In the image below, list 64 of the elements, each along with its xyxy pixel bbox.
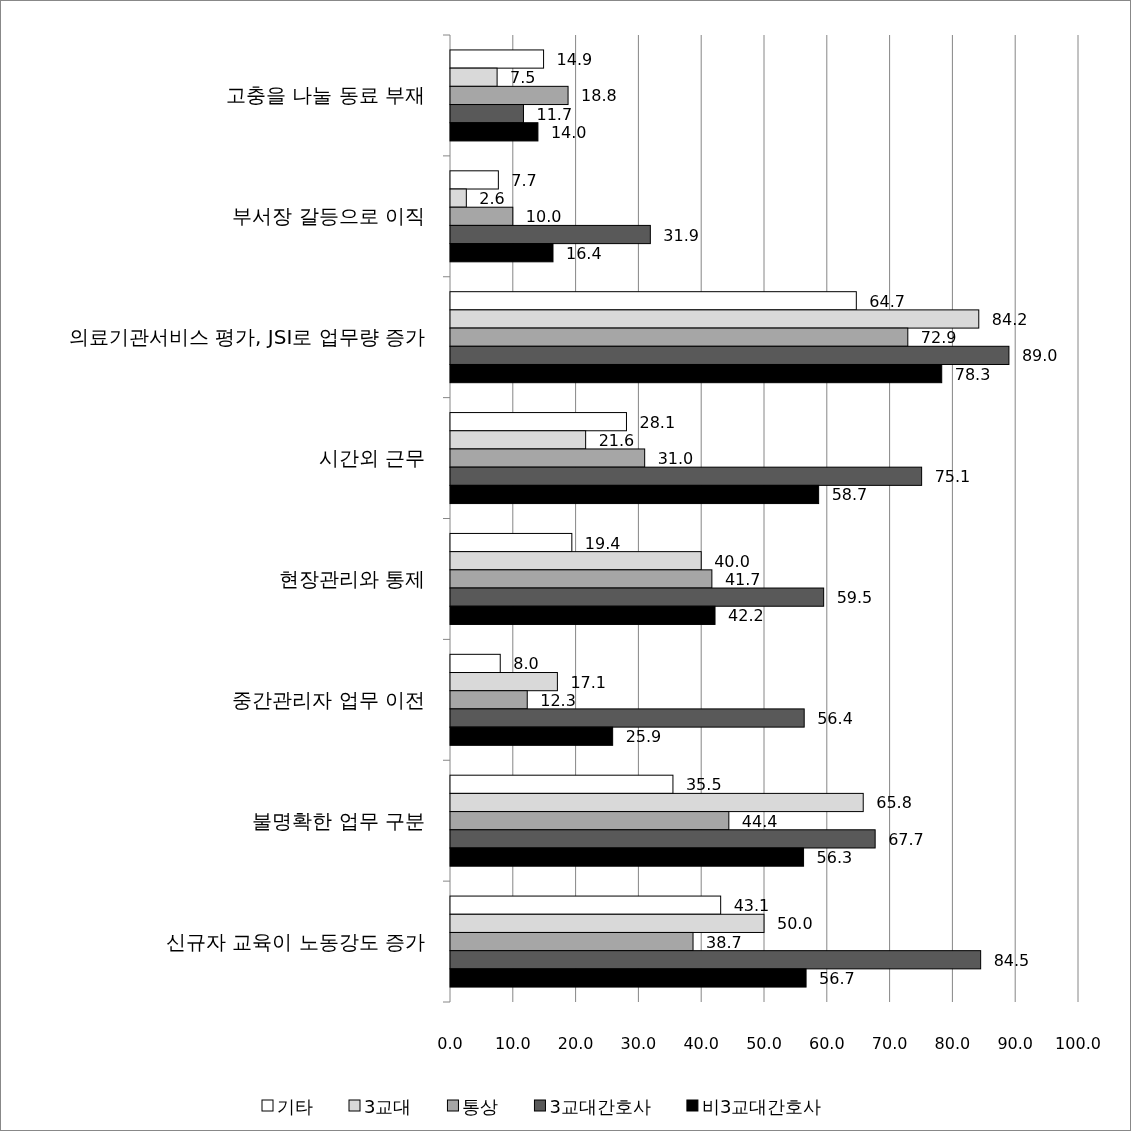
data-label: 65.8 bbox=[876, 793, 912, 813]
data-label: 19.4 bbox=[584, 533, 621, 553]
y-tick-label: 불명확한 업무 구분 bbox=[252, 808, 425, 833]
data-label: 72.9 bbox=[920, 328, 957, 348]
data-label: 14.9 bbox=[556, 50, 593, 70]
legend-label: 3교대간호사 bbox=[549, 1096, 651, 1117]
data-label: 67.7 bbox=[888, 829, 924, 849]
data-label: 16.4 bbox=[565, 243, 602, 263]
data-label: 31.9 bbox=[663, 225, 699, 245]
data-label: 89.0 bbox=[1021, 346, 1058, 366]
data-label: 59.5 bbox=[836, 588, 873, 608]
y-tick-label: 중간관리자 업무 이전 bbox=[232, 687, 425, 712]
data-label: 7.7 bbox=[511, 170, 537, 190]
legend-label: 비3교대간호사 bbox=[701, 1096, 822, 1117]
legend-label: 통상 bbox=[462, 1096, 499, 1117]
data-label: 7.5 bbox=[510, 68, 536, 88]
data-label: 78.3 bbox=[954, 364, 991, 384]
data-label: 18.8 bbox=[581, 86, 617, 106]
x-tick-label: 20.0 bbox=[557, 1034, 594, 1053]
data-label: 56.4 bbox=[817, 709, 853, 729]
x-tick-label: 70.0 bbox=[871, 1034, 908, 1053]
data-label: 42.2 bbox=[728, 606, 764, 626]
y-tick-label: 의료기관서비스 평가, JSI로 업무량 증가 bbox=[68, 325, 425, 350]
data-label: 2.6 bbox=[479, 189, 505, 209]
data-label: 12.3 bbox=[540, 690, 576, 710]
data-label: 28.1 bbox=[639, 412, 676, 432]
data-label: 10.0 bbox=[525, 207, 562, 227]
data-label: 41.7 bbox=[724, 569, 761, 589]
x-tick-label: 80.0 bbox=[934, 1034, 971, 1053]
data-label: 84.5 bbox=[993, 950, 1030, 970]
x-tick-label: 40.0 bbox=[683, 1034, 720, 1053]
data-label: 11.7 bbox=[536, 104, 573, 124]
data-label: 56.3 bbox=[816, 848, 853, 868]
data-label: 40.0 bbox=[714, 551, 750, 571]
data-label: 17.1 bbox=[570, 672, 607, 692]
data-label: 84.2 bbox=[991, 309, 1028, 329]
data-label: 35.5 bbox=[685, 775, 722, 795]
y-tick-label: 신규자 교육이 노동강도 증가 bbox=[165, 929, 425, 954]
data-label: 25.9 bbox=[625, 727, 662, 747]
data-label: 38.7 bbox=[706, 932, 742, 952]
y-tick-label: 고충을 나눌 동료 부재 bbox=[225, 83, 425, 108]
x-tick-label: 0.0 bbox=[437, 1034, 463, 1053]
x-tick-label: 30.0 bbox=[620, 1034, 657, 1053]
data-label: 43.1 bbox=[733, 896, 770, 916]
data-label: 50.0 bbox=[777, 914, 813, 934]
data-label: 31.0 bbox=[657, 449, 694, 469]
data-label: 8.0 bbox=[513, 654, 539, 674]
data-label: 21.6 bbox=[598, 430, 635, 450]
data-label: 58.7 bbox=[831, 485, 868, 505]
y-tick-label: 부서장 갈등으로 이직 bbox=[232, 204, 425, 229]
x-tick-label: 90.0 bbox=[997, 1034, 1034, 1053]
data-label: 75.1 bbox=[934, 467, 971, 487]
x-tick-label: 60.0 bbox=[808, 1034, 845, 1053]
data-label: 64.7 bbox=[869, 291, 905, 311]
y-tick-label: 시간외 근무 bbox=[318, 446, 425, 471]
x-tick-label: 100.0 bbox=[1055, 1034, 1101, 1053]
legend-label: 기타 bbox=[277, 1096, 313, 1117]
x-tick-label: 50.0 bbox=[746, 1034, 782, 1053]
data-label: 14.0 bbox=[550, 122, 587, 142]
data-label: 44.4 bbox=[741, 811, 778, 831]
data-label: 56.7 bbox=[819, 968, 855, 988]
x-tick-label: 10.0 bbox=[494, 1034, 531, 1053]
legend-label: 3교대 bbox=[364, 1096, 412, 1117]
y-tick-label: 현장관리와 통제 bbox=[278, 566, 425, 591]
